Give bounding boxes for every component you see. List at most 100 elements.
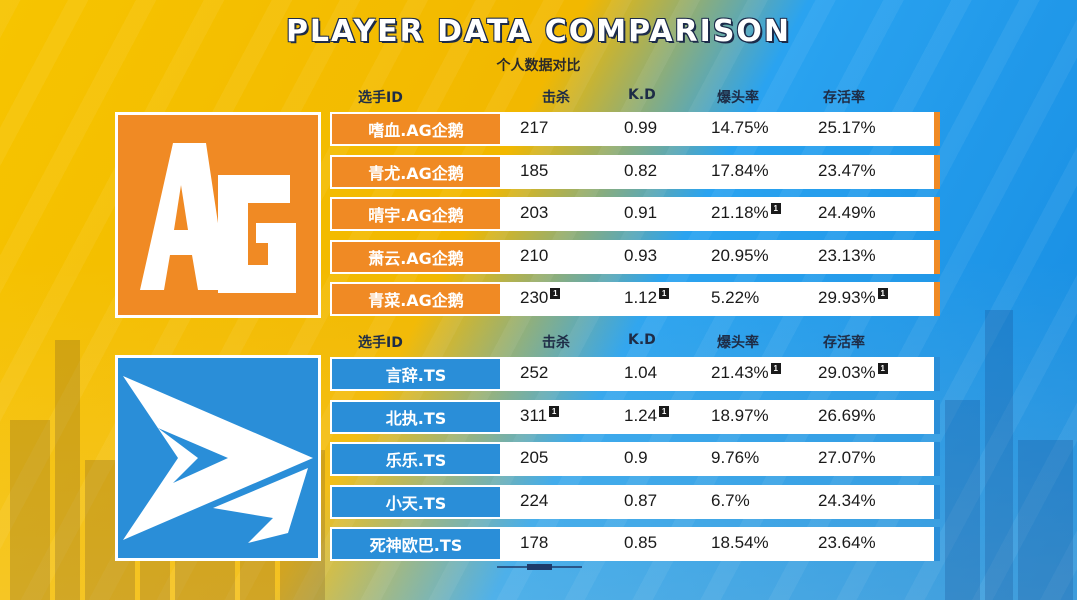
survival-value: 29.03% 1	[818, 363, 888, 383]
header-player-id: 选手ID	[358, 335, 403, 351]
best-stat-marker-icon: 1	[770, 363, 781, 375]
headshot-value: 20.95%	[711, 246, 769, 266]
survival-value-text: 24.49%	[818, 203, 876, 222]
kills-value-text: 205	[520, 448, 549, 467]
kd-value-text: 1.04	[624, 363, 658, 382]
ts-player-row: 言辞.TS 252 1.04 21.43% 1 29.03% 1	[330, 357, 940, 391]
survival-value-text: 26.69%	[818, 405, 876, 425]
ag-logo-icon	[115, 112, 321, 318]
stats-cell	[500, 112, 934, 146]
stats-cell	[500, 154, 934, 189]
kills-value-text: 224	[520, 490, 549, 510]
headshot-value: 6.7%	[711, 491, 750, 511]
header-headshot: 爆头率	[717, 335, 759, 351]
kills-value-text: 178	[520, 533, 549, 552]
headshot-value: 14.75%	[711, 118, 769, 138]
kills-value: 230 1	[520, 288, 561, 308]
kd-value: 0.93	[624, 246, 657, 266]
kd-value-text: 0.99	[624, 118, 658, 137]
header-headshot: 爆头率	[717, 90, 759, 106]
player-name: 言辞.TS	[330, 357, 500, 391]
headshot-value-text: 18.54%	[711, 533, 769, 552]
kills-value: 178	[520, 533, 548, 553]
player-name: 青菜.AG企鹅	[330, 282, 500, 316]
kills-value-text: 311	[520, 405, 548, 425]
stats-cell	[500, 442, 934, 476]
stats-cell	[500, 239, 934, 274]
headshot-value-text: 14.75%	[711, 118, 769, 137]
survival-value-text: 29.93%	[818, 288, 876, 307]
kills-value: 217	[520, 118, 548, 138]
best-stat-marker-icon: 1	[877, 288, 888, 300]
kd-value: 1.12 1	[624, 288, 670, 308]
header-survival: 存活率	[823, 90, 865, 106]
ag-player-row: 青尤.AG企鹅 185 0.82 17.84% 23.47%	[330, 154, 940, 189]
survival-value: 25.17%	[818, 118, 876, 138]
headshot-value: 18.97%	[711, 406, 769, 426]
survival-value: 24.49%	[818, 203, 876, 223]
row-end-cap	[934, 357, 940, 391]
kd-value-text: 0.91	[624, 203, 658, 222]
kills-value: 203	[520, 203, 548, 223]
ag-player-row: 晴宇.AG企鹅 203 0.91 21.18% 1 24.49%	[330, 197, 940, 231]
survival-value: 23.47%	[818, 161, 876, 181]
ag-player-row: 萧云.AG企鹅 210 0.93 20.95% 23.13%	[330, 239, 940, 274]
player-name: 乐乐.TS	[330, 442, 500, 476]
stats-cell	[500, 357, 934, 391]
kd-value: 1.24 1	[624, 405, 670, 426]
survival-value-text: 24.34%	[818, 490, 876, 510]
kd-value: 0.87	[624, 491, 657, 511]
headshot-value-text: 9.76%	[711, 448, 760, 467]
headshot-value-text: 17.84%	[711, 160, 769, 180]
stats-cell	[500, 282, 934, 316]
kills-value-text: 210	[520, 245, 549, 265]
kd-value-text: 0.82	[624, 160, 658, 180]
ts-player-row: 死神欧巴.TS 178 0.85 18.54% 23.64%	[330, 527, 940, 561]
row-end-cap	[934, 112, 940, 146]
stats-cell	[500, 527, 934, 561]
page-subtitle: 个人数据对比	[496, 58, 581, 74]
row-end-cap	[934, 239, 940, 274]
kills-value-text: 252	[520, 363, 549, 382]
header-kills: 击杀	[542, 90, 570, 106]
ag-table-header: 选手ID 击杀 K.D 爆头率 存活率	[330, 87, 940, 107]
kd-value: 1.04	[624, 363, 657, 383]
best-stat-marker-icon: 1	[549, 405, 560, 417]
survival-value: 26.69%	[818, 406, 876, 426]
kd-value-text: 0.9	[624, 448, 648, 467]
kd-value: 0.91	[624, 203, 657, 223]
player-name: 嗜血.AG企鹅	[330, 112, 500, 146]
kills-value-text: 185	[520, 160, 549, 180]
row-end-cap	[934, 197, 940, 231]
kd-value: 0.99	[624, 118, 657, 138]
headshot-value-text: 21.18%	[711, 203, 769, 222]
row-end-cap	[934, 154, 940, 189]
headshot-value-text: 18.97%	[711, 405, 769, 425]
ag-player-row: 嗜血.AG企鹅 217 0.99 14.75% 25.17%	[330, 112, 940, 146]
headshot-value-text: 6.7%	[711, 490, 750, 510]
best-stat-marker-icon: 1	[770, 203, 781, 215]
header-kd: K.D	[628, 332, 656, 348]
survival-value: 29.93% 1	[818, 288, 888, 308]
survival-value: 23.64%	[818, 533, 876, 553]
kd-value-text: 1.12	[624, 288, 658, 307]
headshot-value: 9.76%	[711, 448, 759, 468]
player-name: 萧云.AG企鹅	[330, 239, 500, 274]
headshot-value-text: 5.22%	[711, 288, 760, 307]
ts-table-header: 选手ID 击杀 K.D 爆头率 存活率	[330, 332, 940, 352]
kd-value-text: 0.93	[624, 245, 658, 265]
survival-value-text: 27.07%	[818, 448, 876, 467]
kills-value: 252	[520, 363, 548, 383]
kills-value-text: 230	[520, 288, 549, 307]
best-stat-marker-icon: 1	[659, 405, 670, 417]
survival-value-text: 23.47%	[818, 160, 876, 180]
kills-value-text: 203	[520, 203, 549, 222]
player-name: 晴宇.AG企鹅	[330, 197, 500, 231]
kd-value-text: 0.85	[624, 533, 658, 552]
kills-value-text: 217	[520, 118, 549, 137]
header-kills: 击杀	[542, 335, 570, 351]
kd-value: 0.9	[624, 448, 648, 468]
stats-cell	[500, 484, 934, 519]
kills-value: 185	[520, 161, 548, 181]
ts-player-row: 小天.TS 224 0.87 6.7% 24.34%	[330, 484, 940, 519]
